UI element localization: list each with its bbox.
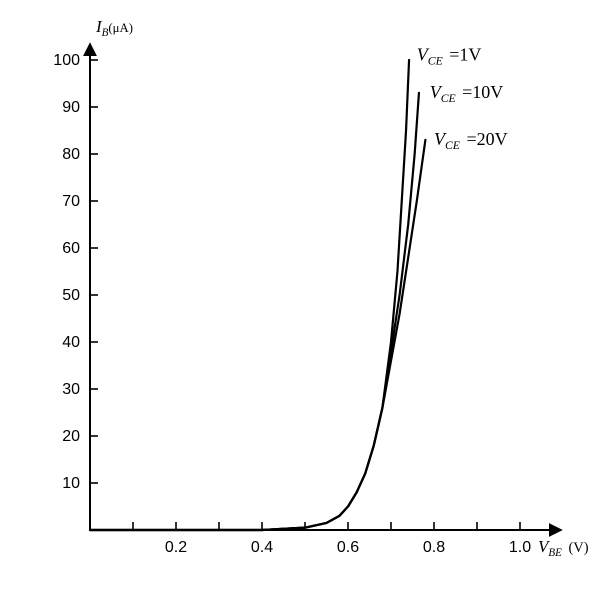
transistor-input-characteristics-chart: 10 20 30 40 50 60 70 80 90 100 0.2 0.4 0.6 0.8 1.0 VCE … <box>0 0 600 600</box>
y-tick-label: 40 <box>62 334 80 351</box>
curve-2 <box>90 140 425 530</box>
y-tick-label: 50 <box>62 287 80 304</box>
x-tick-label: 0.8 <box>423 539 445 556</box>
x-tick-label: 1.0 <box>509 539 531 556</box>
curve-0 <box>90 60 409 530</box>
y-tick-label: 100 <box>53 52 80 69</box>
y-tick-label: 60 <box>62 240 80 257</box>
x-tick-label: 0.4 <box>251 539 273 556</box>
curve-label-0: VCE =1V <box>417 44 482 67</box>
y-tick-label: 70 <box>62 193 80 210</box>
y-tick-label: 20 <box>62 428 80 445</box>
curve-label-1: VCE =10V <box>430 82 504 105</box>
y-axis-title: IB(μA) <box>95 17 133 39</box>
y-tick-label: 90 <box>62 99 80 116</box>
x-tick-label: 0.6 <box>337 539 359 556</box>
y-tick-label: 10 <box>62 475 80 492</box>
curve-1 <box>90 93 419 530</box>
x-axis-title: VBE (V) <box>538 537 589 559</box>
y-tick-label: 30 <box>62 381 80 398</box>
x-tick-label: 0.2 <box>165 539 187 556</box>
y-tick-label: 80 <box>62 146 80 163</box>
curve-label-2: VCE =20V <box>434 129 508 152</box>
